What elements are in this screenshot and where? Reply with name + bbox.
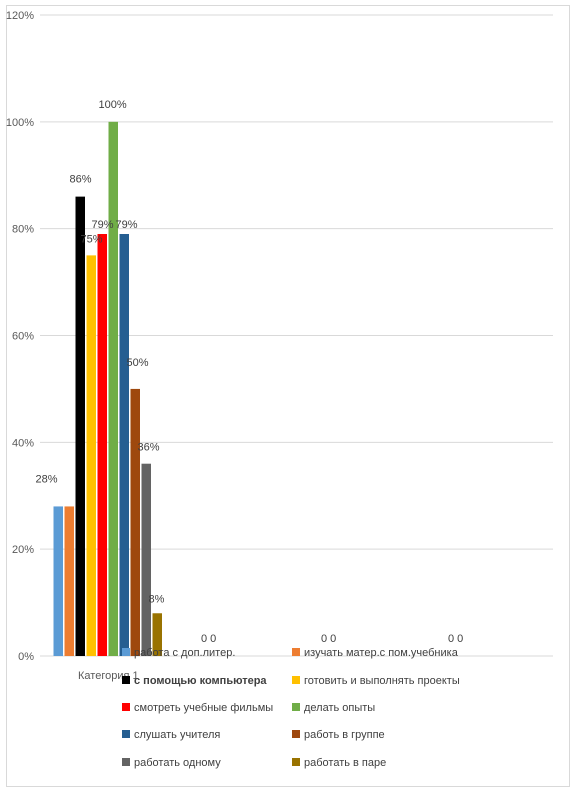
legend-swatch — [122, 730, 130, 738]
y-tick-label: 100% — [6, 117, 34, 129]
bar — [152, 613, 162, 656]
data-label: 100% — [99, 99, 127, 111]
data-label: 50% — [127, 357, 149, 369]
bar — [53, 506, 63, 656]
bar — [130, 388, 140, 656]
bar — [97, 234, 107, 656]
legend-item-label: работа с доп.литер. — [134, 647, 235, 659]
data-label: 79% — [92, 219, 114, 231]
bar — [86, 255, 96, 656]
legend-item-label: с помощью компьютера — [134, 675, 267, 687]
data-label: 36% — [138, 442, 160, 454]
legend-item-label: работать одному — [134, 757, 221, 769]
data-label: 28% — [36, 473, 58, 485]
legend-item-label: смотреть учебные фильмы — [134, 702, 273, 714]
legend-item-label: слушать учителя — [134, 729, 220, 741]
y-tick-label: 0% — [18, 651, 34, 663]
data-label: 0 0 — [321, 633, 336, 645]
legend-swatch — [292, 758, 300, 766]
legend-swatch — [122, 703, 130, 711]
legend-swatch — [292, 676, 300, 684]
y-tick-label: 120% — [6, 10, 34, 22]
legend-item-label: делать опыты — [304, 702, 375, 714]
data-label: 86% — [70, 174, 92, 186]
legend-swatch — [292, 730, 300, 738]
data-label: 75% — [81, 233, 103, 245]
legend-item-label: работать в паре — [304, 757, 386, 769]
legend-swatch — [122, 676, 130, 684]
legend-swatch — [122, 758, 130, 766]
bar — [141, 463, 151, 656]
legend-item-label: работь в группе — [304, 729, 385, 741]
data-label: 8% — [149, 593, 165, 605]
bar — [75, 196, 85, 656]
bar — [108, 121, 118, 657]
legend-swatch — [122, 648, 130, 656]
y-tick-label: 40% — [12, 437, 34, 449]
data-label: 0 0 — [448, 633, 463, 645]
y-tick-label: 20% — [12, 544, 34, 556]
data-label: 0 0 — [201, 633, 216, 645]
bar — [119, 234, 129, 656]
legend-item-label: изучать матер.с пом.учебника — [304, 647, 459, 659]
legend-swatch — [292, 648, 300, 656]
y-tick-label: 80% — [12, 224, 34, 236]
legend-item-label: готовить и выполнять проекты — [304, 675, 460, 687]
y-tick-label: 60% — [12, 331, 34, 343]
data-label: 79% — [116, 219, 138, 231]
bar — [64, 506, 74, 656]
legend-swatch — [292, 703, 300, 711]
